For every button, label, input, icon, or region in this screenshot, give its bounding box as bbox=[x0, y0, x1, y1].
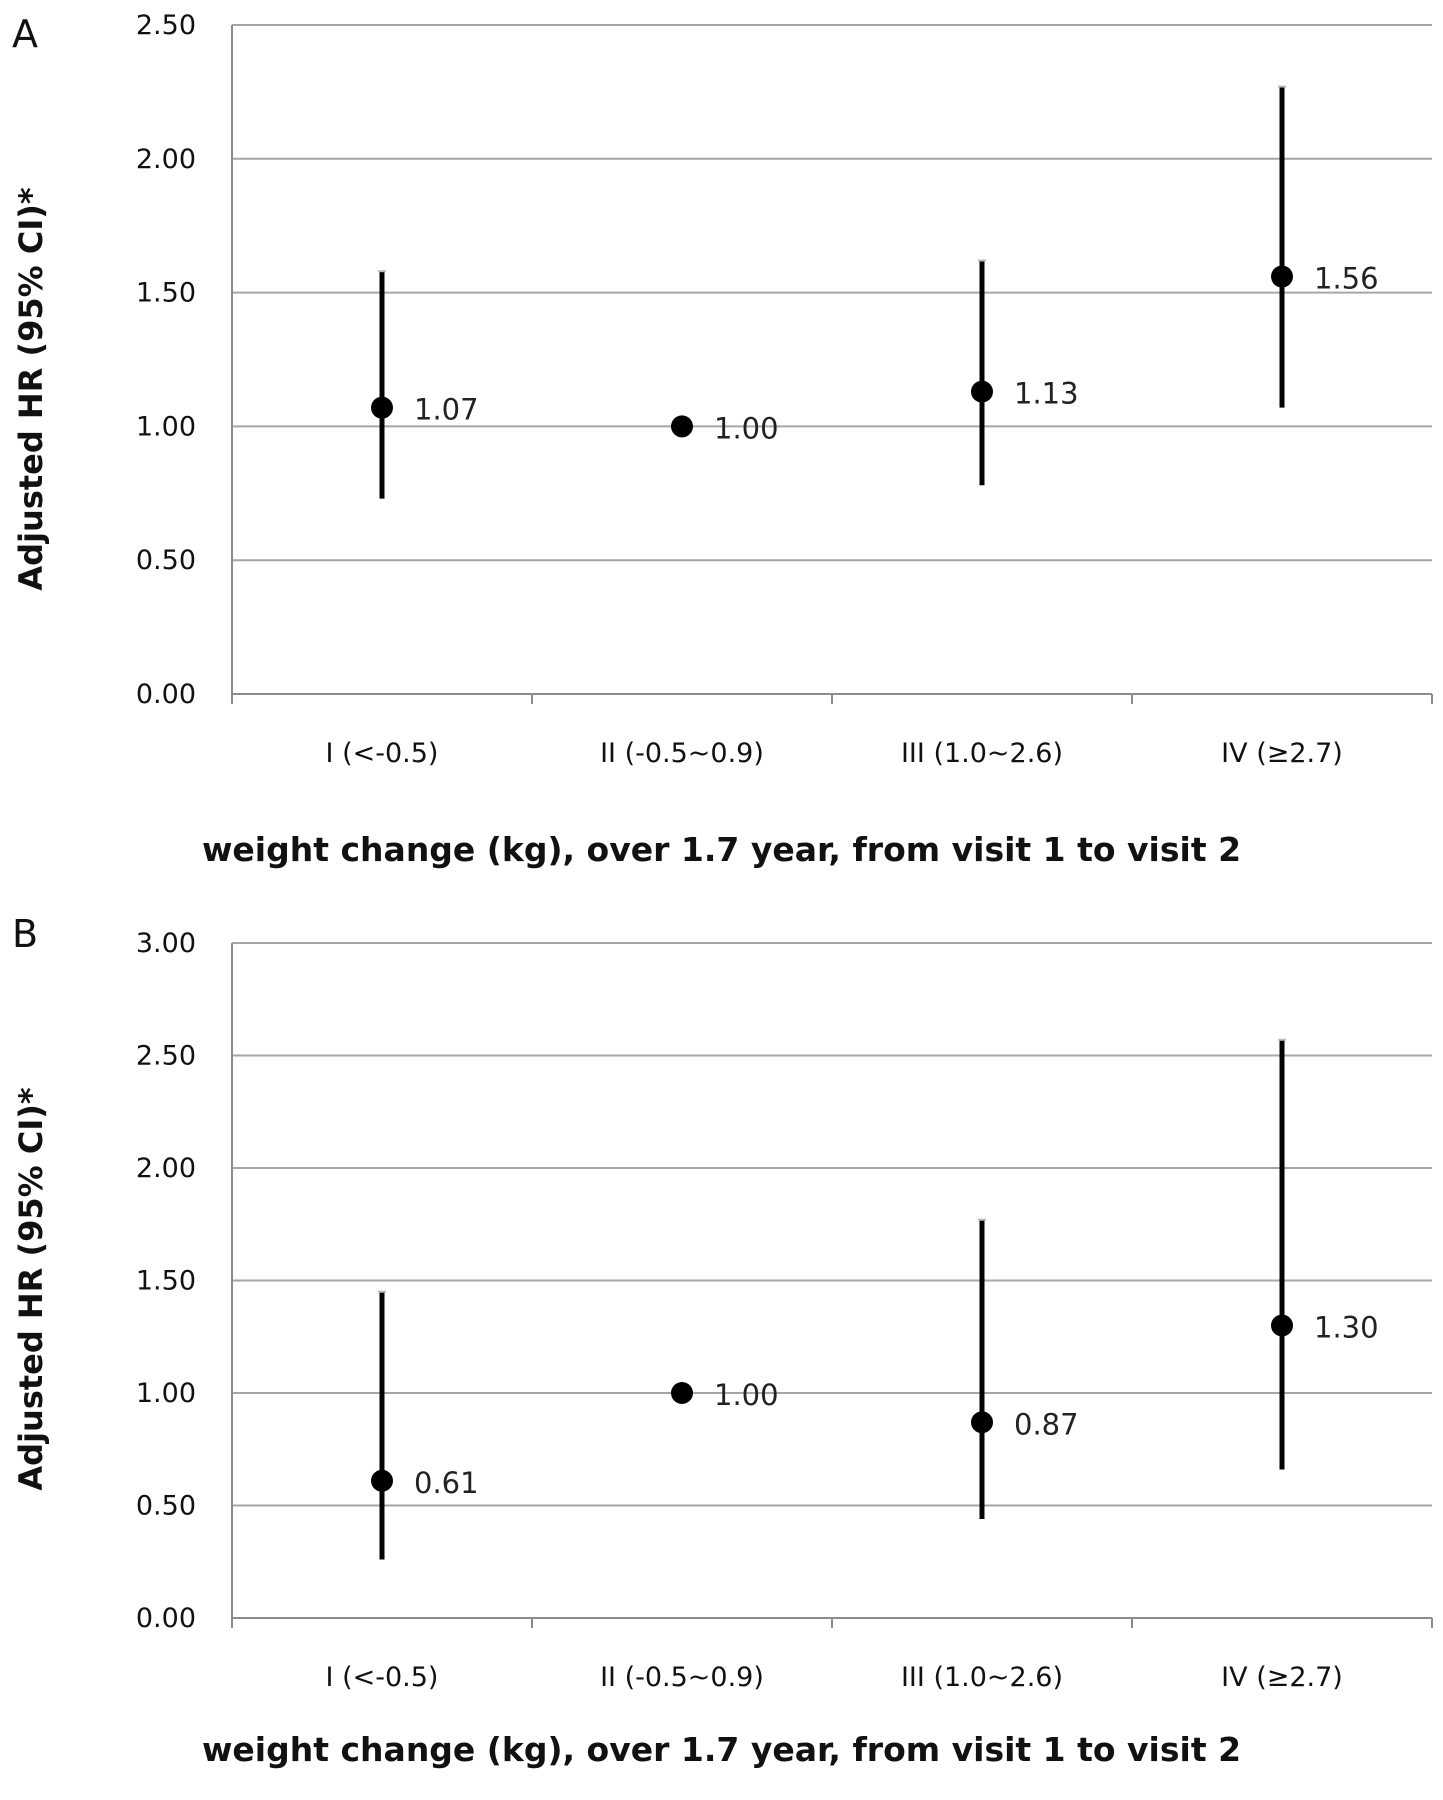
x-tick-label: II (-0.5~0.9) bbox=[600, 738, 764, 769]
y-tick-label: 2.50 bbox=[136, 10, 196, 41]
chart-panel-b: 0.00 0.50 1.00 1.50 2.00 2.50 3.00 I (<-0.5) II … bbox=[0, 900, 1443, 1800]
data-label: 1.30 bbox=[1314, 1311, 1379, 1345]
data-label: 0.61 bbox=[414, 1466, 479, 1500]
chart-a-plot: 0.00 0.50 1.00 1.50 2.00 2.50 I (<-0.5) II (-0.… bbox=[136, 10, 1433, 769]
data-label: 0.87 bbox=[1014, 1407, 1079, 1441]
y-tick-label: 2.00 bbox=[136, 144, 196, 175]
data-label: 1.07 bbox=[414, 393, 479, 427]
x-tick-label: I (<-0.5) bbox=[326, 738, 439, 769]
data-point bbox=[671, 415, 693, 438]
x-tick-label: II (-0.5~0.9) bbox=[600, 1662, 764, 1693]
data-point bbox=[371, 1469, 393, 1492]
data-label: 1.00 bbox=[714, 1378, 779, 1412]
data-label: 1.00 bbox=[714, 411, 779, 445]
y-tick-label: 0.50 bbox=[136, 1491, 196, 1522]
chart-b-plot: 0.00 0.50 1.00 1.50 2.00 2.50 3.00 I (<-0.5) II … bbox=[136, 928, 1433, 1693]
panel-label: A bbox=[12, 12, 38, 56]
data-point bbox=[671, 1382, 693, 1404]
y-tick-label: 2.00 bbox=[136, 1153, 196, 1184]
data-point bbox=[371, 396, 393, 419]
y-tick-label: 1.50 bbox=[136, 1266, 196, 1297]
y-tick-label: 3.00 bbox=[136, 928, 196, 959]
panel-label: B bbox=[12, 912, 39, 956]
x-tick-label: I (<-0.5) bbox=[326, 1662, 439, 1693]
data-label: 1.56 bbox=[1314, 262, 1379, 296]
y-tick-label: 1.50 bbox=[136, 278, 196, 309]
y-tick-label: 2.50 bbox=[136, 1041, 196, 1072]
data-point bbox=[971, 380, 993, 403]
y-tick-label: 1.00 bbox=[136, 1378, 196, 1409]
x-tick-label: IV (≥2.7) bbox=[1221, 1662, 1343, 1693]
data-point bbox=[1271, 265, 1293, 288]
y-tick-label: 0.00 bbox=[136, 1603, 196, 1634]
y-axis-title: Adjusted HR (95% CI)* bbox=[12, 1087, 50, 1491]
data-point bbox=[971, 1411, 993, 1434]
data-label: 1.13 bbox=[1014, 377, 1079, 411]
y-axis-title: Adjusted HR (95% CI)* bbox=[12, 187, 50, 591]
x-tick-label: III (1.0~2.6) bbox=[901, 738, 1063, 769]
y-tick-label: 1.00 bbox=[136, 411, 196, 442]
data-point bbox=[1271, 1314, 1293, 1337]
x-axis-title: weight change (kg), over 1.7 year, from … bbox=[201, 1730, 1242, 1769]
x-tick-label: III (1.0~2.6) bbox=[901, 1662, 1063, 1693]
chart-panel-a: 0.00 0.50 1.00 1.50 2.00 2.50 I (<-0.5) II (-0.… bbox=[12, 10, 1433, 869]
x-axis-title: weight change (kg), over 1.7 year, from … bbox=[201, 830, 1242, 869]
y-tick-label: 0.00 bbox=[136, 679, 196, 710]
y-tick-label: 0.50 bbox=[136, 545, 196, 576]
x-tick-label: IV (≥2.7) bbox=[1221, 738, 1343, 769]
